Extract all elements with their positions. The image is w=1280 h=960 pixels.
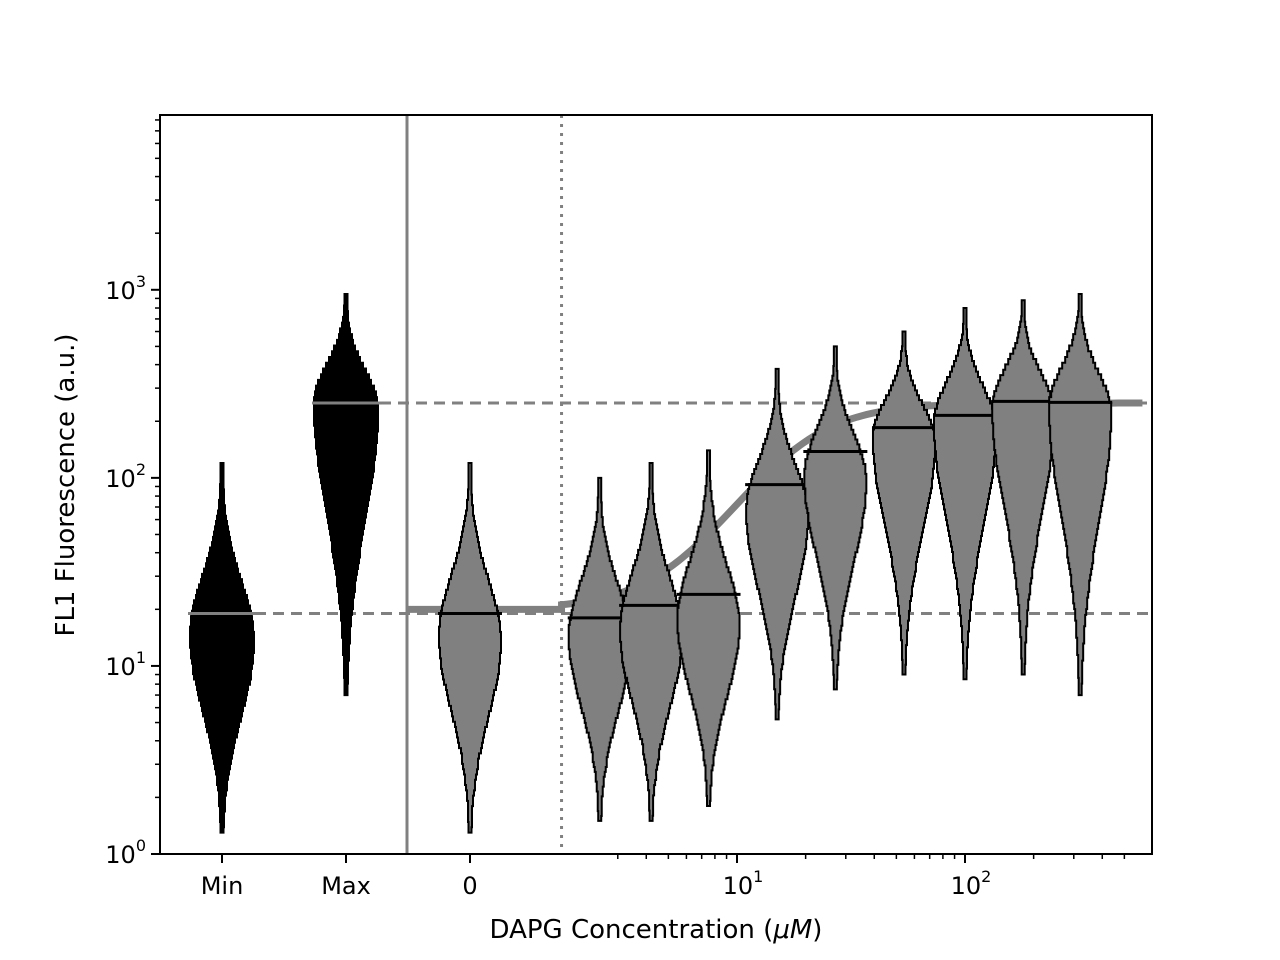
violin-sample-9 (1048, 292, 1113, 697)
y-tick-label: 102 (105, 460, 146, 493)
violin-sample-5 (803, 345, 868, 691)
violin-sample-4 (745, 367, 810, 721)
y-tick-label: 100 (105, 836, 146, 869)
violin-max (313, 292, 379, 697)
plot-frame (159, 114, 1153, 855)
x-tick-label: Max (321, 872, 371, 900)
y-axis-label: FL1 Fluorescence (a.u.) (51, 333, 81, 636)
y-tick-label: 101 (105, 648, 146, 681)
x-tick-label: Min (201, 872, 244, 900)
x-axis-label-text: DAPG Concentration ( (490, 915, 774, 945)
x-axis-label-unit: μM (772, 915, 812, 945)
violin-min (189, 461, 255, 834)
violin-sample-7 (933, 307, 997, 681)
violin-sample-8 (991, 299, 1056, 676)
x-tick-label: 0 (462, 872, 477, 900)
violin-sample-1 (567, 476, 632, 822)
y-tick-label: 103 (105, 272, 146, 305)
violin-sample-2 (619, 461, 684, 822)
x-axis-label: DAPG Concentration (μM) (490, 915, 823, 945)
violin-sample-6 (871, 330, 936, 676)
x-axis-label-close: ) (812, 915, 822, 945)
violin-sample-0 (438, 461, 502, 834)
violin-sample-3 (676, 449, 741, 807)
x-tick-label: 102 (951, 867, 992, 900)
x-tick-label: 101 (723, 867, 764, 900)
